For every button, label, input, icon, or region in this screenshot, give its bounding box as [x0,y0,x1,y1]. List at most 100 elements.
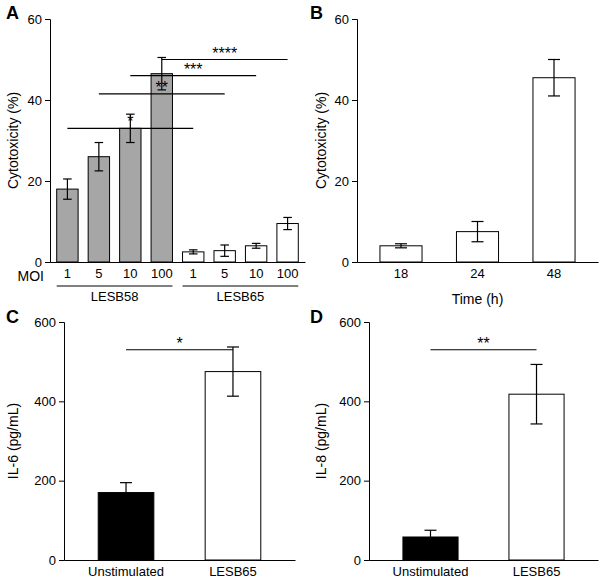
y-tick-mark [59,401,64,402]
x-axis: Unstimulated LESB65 [65,560,296,579]
significance: * [126,335,233,352]
error-bar [283,217,292,229]
y-tick-mark [352,262,357,263]
y-axis: 0 200 400 600 [339,315,369,568]
x-tick-label: 100 [151,266,173,281]
y-tick-mark [45,181,50,182]
error-cap-bottom [252,248,261,249]
error-bar [95,143,104,171]
x-axis-title: MOI [18,268,44,284]
y-tick-label: 20 [335,174,349,189]
x-tick-label: 5 [221,266,228,281]
error-cap-bottom [227,396,239,397]
error-cap-top [424,530,436,531]
y-tick: 60 [335,12,357,27]
x-axis: 18 24 48 [358,262,599,281]
y-axis: 0200400600 [34,315,64,568]
error-cap-top [531,364,543,365]
error-stem [400,244,401,248]
significance-label: * [127,113,133,130]
error-cap-bottom [531,423,543,424]
group-line [183,286,299,287]
error-cap-top [95,142,104,143]
y-axis-line [59,323,65,561]
error-stem [125,483,126,503]
y-tick-mark [364,322,369,323]
error-bar [227,347,239,396]
plot-marks [380,60,575,263]
x-tick: 24 [470,262,484,281]
y-axis: 0204060 [28,12,51,270]
error-stem [287,217,288,229]
x-tick-label: 24 [470,266,484,281]
y-tick: 40 [335,93,357,108]
x-axis-line [358,262,599,263]
y-tick-label: 400 [339,394,361,409]
group: LESB65 [183,286,299,304]
bar [57,189,78,262]
y-tick-label: 0 [354,553,361,568]
y-axis-title: IL-8 (pg/mL) [313,403,329,479]
x-tick: LESB65 [513,560,561,579]
y-tick: 40 [28,93,50,108]
x-tick-label: 100 [277,266,299,281]
x-tick: LESB65 [209,560,257,579]
x-tick-label: 10 [249,266,263,281]
y-tick: 200 [339,473,369,488]
y-tick-mark [364,481,369,482]
y-axis-title: IL-6 (pg/mL) [5,403,21,479]
x-tick: 1 [64,262,71,281]
x-tick-label: Unstimulated [393,564,469,579]
error-cap-top [189,249,198,250]
x-tick: Unstimulated [88,560,164,579]
x-tick: 5 [95,262,102,281]
panel-letter: A [6,3,19,23]
x-tick-label: 5 [95,266,102,281]
x-tick: 48 [547,262,561,281]
error-bar [189,250,198,254]
y-tick: 600 [339,315,369,330]
x-axis: Unstimulated LESB65 [370,560,599,579]
x-tick-label: 1 [64,266,71,281]
error-cap-top [157,57,166,58]
x-tick-label: 48 [547,266,561,281]
error-cap-top [220,244,229,245]
bar [183,252,204,262]
y-axis: 0204060 [335,12,358,270]
error-stem [224,245,225,256]
error-cap-bottom [283,229,292,230]
y-tick-label: 60 [335,12,349,27]
group-line [57,286,173,287]
y-tick-mark [45,19,50,20]
x-tick-label: 18 [394,266,408,281]
y-tick: 400 [339,394,369,409]
y-tick-mark [45,262,50,263]
y-axis-line [45,20,51,263]
y-axis-title: Cytotoxicity (%) [5,92,21,189]
y-tick-label: 40 [28,93,42,108]
figure: A020406015101001510100LESB58LESB65MOICyt… [0,0,605,587]
error-stem [477,222,478,242]
y-tick: 0 [354,553,369,568]
y-axis-title: Cytotoxicity (%) [313,92,329,189]
x-tick: 10 [249,262,263,281]
x-tick: 5 [221,262,228,281]
x-axis-line [51,262,306,263]
error-bar [252,243,261,248]
y-tick-label: 600 [339,315,361,330]
error-stem [430,530,431,543]
y-tick-label: 20 [28,174,42,189]
error-cap-bottom [189,253,198,254]
error-cap-bottom [472,241,484,242]
significance-label: *** [184,61,203,78]
error-bar [63,179,72,199]
x-tick: 18 [394,262,408,281]
x-tick-label: LESB65 [209,564,257,579]
y-tick: 20 [28,174,50,189]
error-cap-top [283,217,292,218]
bar [245,246,266,262]
x-axis: 15101001510100 [51,262,306,281]
error-cap-bottom [63,199,72,200]
panel-letter: D [310,307,323,327]
error-stem [256,243,257,248]
